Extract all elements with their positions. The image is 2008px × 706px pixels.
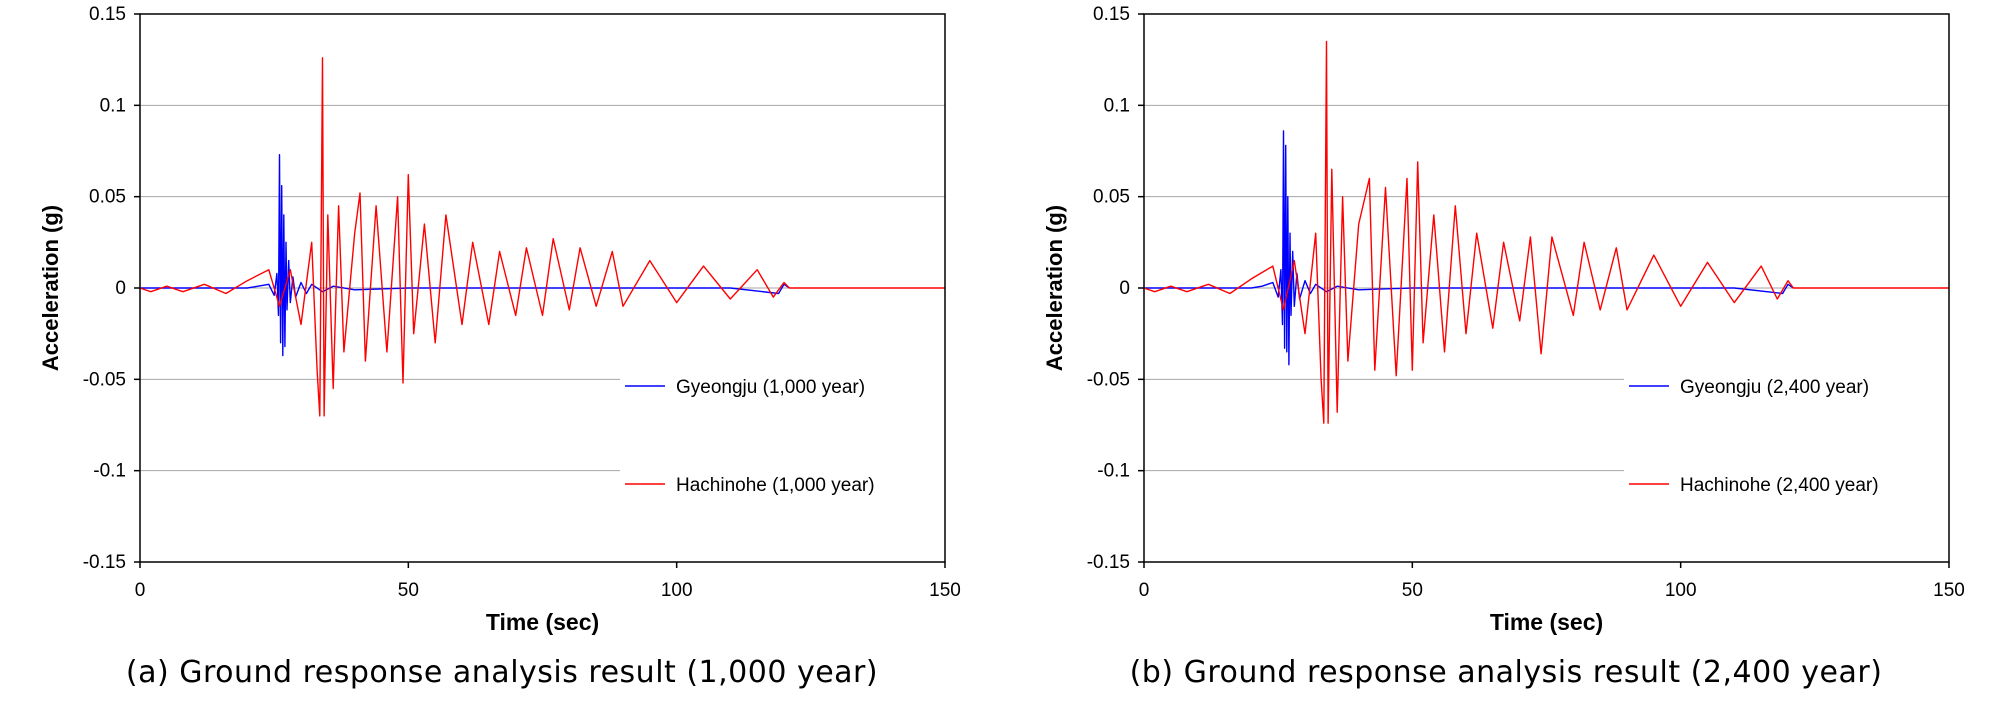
legend: Gyeongju (2,400 year) Hachinohe (2,400 ye… (1624, 350, 1924, 500)
y-tick-label: 0.15 (1093, 4, 1130, 25)
caption-a: (a) Ground response analysis result (1,0… (125, 655, 879, 690)
y-tick-label: -0.1 (1097, 461, 1130, 482)
y-tick-label: 0.1 (100, 95, 126, 116)
chart-panel-b: 0.15 0.1 0.05 0 -0.05 -0.1 -0.15 0 50 100 150 Time … (1004, 0, 2008, 706)
caption-b: (b) Ground response analysis result (2,4… (1129, 655, 1883, 690)
legend-label: Hachinohe (1,000 year) (676, 475, 875, 496)
x-tick-label: 100 (661, 580, 693, 601)
legend-label: Hachinohe (2,400 year) (1680, 475, 1879, 496)
legend-label: Gyeongju (2,400 year) (1680, 377, 1869, 398)
y-tick-label: -0.05 (1087, 369, 1130, 390)
series-line-gyeongju (140, 153, 790, 357)
y-tick-label: 0 (1119, 278, 1130, 299)
y-tick-label: 0 (115, 278, 126, 299)
legend: Gyeongju (1,000 year) Hachinohe (1,000 ye… (620, 350, 920, 500)
y-tick-label: 0.1 (1104, 95, 1130, 116)
y-tick-label: -0.05 (83, 369, 126, 390)
x-tick-label: 0 (135, 580, 146, 601)
legend-box (1624, 350, 1924, 500)
y-tick-label: -0.15 (1087, 552, 1130, 573)
series-line-gyeongju (1144, 130, 1794, 366)
x-axis-title: Time (sec) (486, 609, 599, 635)
x-tick-label: 50 (1402, 580, 1423, 601)
series-line-hachinohe (1143, 40, 1949, 424)
y-tick-label: 0.05 (1093, 187, 1130, 208)
legend-label: Gyeongju (1,000 year) (676, 377, 865, 398)
x-tick-label: 100 (1665, 580, 1697, 601)
chart-a: 0.15 0.1 0.05 0 -0.05 -0.1 -0.15 0 50 100 150 Time … (38, 4, 961, 635)
y-tick-label: 0.15 (89, 4, 126, 25)
x-tick-label: 0 (1139, 580, 1150, 601)
x-tick-label: 150 (929, 580, 961, 601)
x-axis-title: Time (sec) (1490, 609, 1603, 635)
y-tick-label: -0.1 (93, 461, 126, 482)
series-line-hachinohe (139, 57, 945, 417)
y-tick-label: 0.05 (89, 187, 126, 208)
chart-panel-a: 0.15 0.1 0.05 0 -0.05 -0.1 -0.15 0 50 100 150 Time … (38, 4, 961, 690)
legend-box (620, 350, 920, 500)
chart-b: 0.15 0.1 0.05 0 -0.05 -0.1 -0.15 0 50 100 150 Time … (1042, 4, 1965, 635)
y-axis-title: Acceleration (g) (1042, 205, 1067, 371)
x-tick-label: 50 (398, 580, 419, 601)
y-axis-title: Acceleration (g) (38, 205, 63, 371)
y-tick-label: -0.15 (83, 552, 126, 573)
x-tick-label: 150 (1933, 580, 1965, 601)
